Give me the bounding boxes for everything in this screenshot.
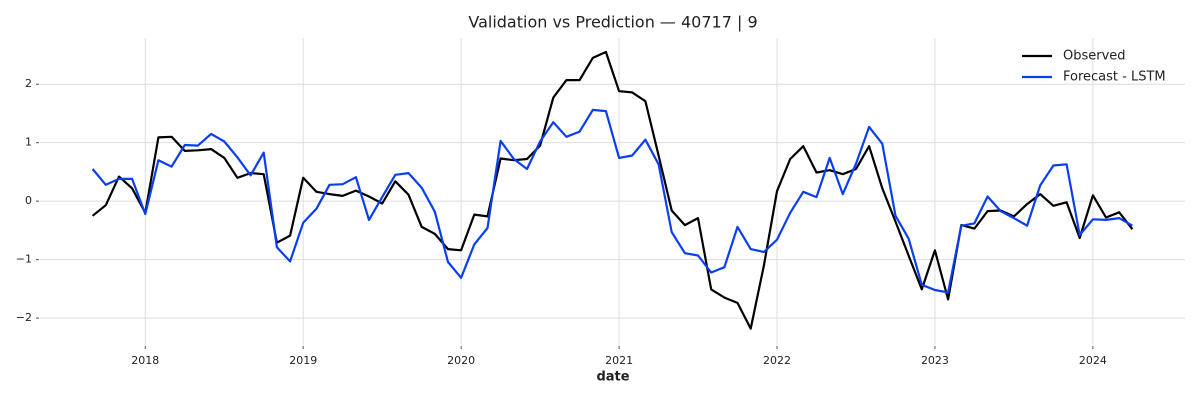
x-tick-label: 2020: [447, 354, 475, 367]
x-tick-label: 2023: [921, 354, 949, 367]
legend-label: Observed: [1063, 49, 1126, 64]
x-axis-label: date: [596, 370, 629, 385]
x-tick-label: 2019: [289, 354, 317, 367]
y-tick-label: 1: [25, 136, 32, 149]
y-tick-label: 0: [25, 194, 32, 207]
x-tick-label: 2022: [763, 354, 791, 367]
x-tick-label: 2024: [1079, 354, 1107, 367]
series-line: [91, 50, 1134, 330]
legend-label: Forecast - LSTM: [1063, 70, 1166, 85]
y-tick-label: −2: [16, 311, 32, 324]
y-tick-label: −1: [16, 253, 32, 266]
chart-title: Validation vs Prediction — 40717 | 9: [468, 13, 757, 32]
y-tick-label: 2: [25, 77, 32, 90]
x-tick-label: 2021: [605, 354, 633, 367]
series-line: [91, 108, 1133, 294]
x-tick-label: 2018: [131, 354, 159, 367]
